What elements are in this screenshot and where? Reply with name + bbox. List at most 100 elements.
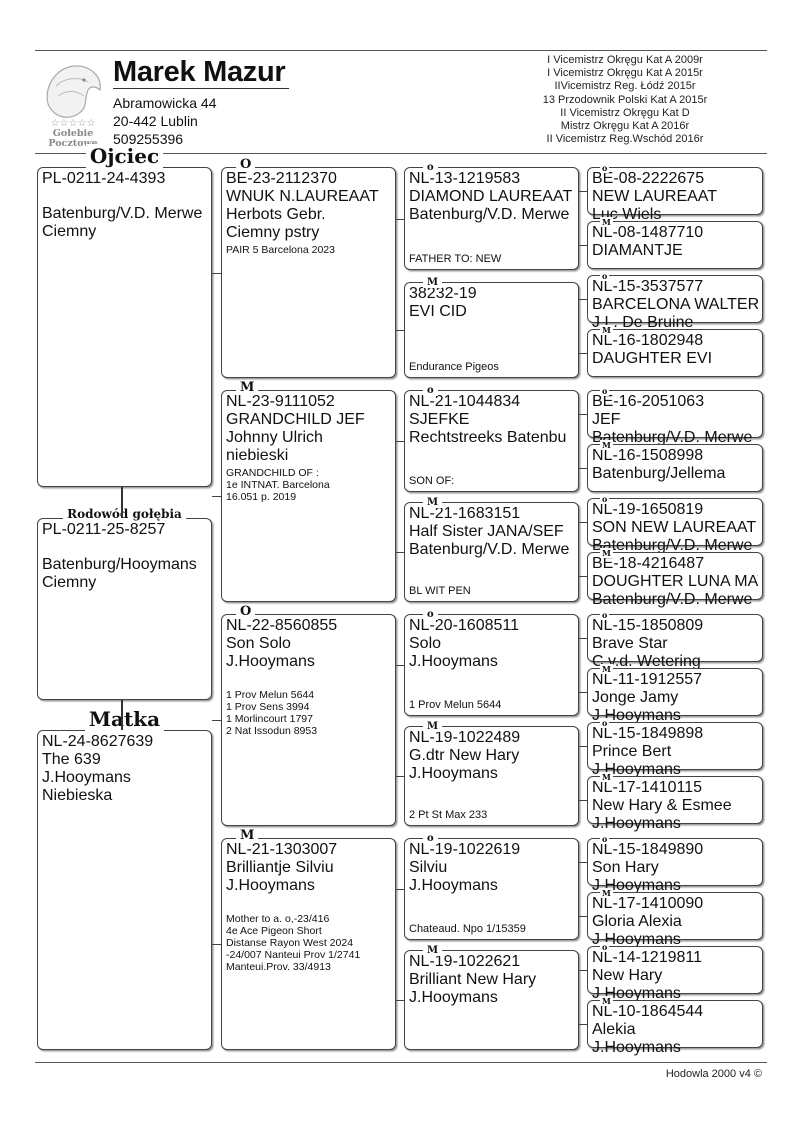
achievement: I Vicemistrz Okręgu Kat A 2009r (547, 54, 703, 66)
connector-line (212, 944, 221, 945)
address-street: Abramowicka 44 (113, 95, 217, 111)
ring-number: PL-0211-25-8257 (42, 521, 166, 538)
pigeon-detail: SJEFKE (409, 411, 470, 428)
pigeon-detail: J.Hooymans (409, 653, 498, 670)
pigeon-card[interactable]: Ojciec PL-0211-24-4393 Batenburg/V.D. Merw… (37, 144, 212, 487)
ring-number: BE-08-2222675 (592, 170, 705, 187)
pigeon-card[interactable]: M NL-11-1912557 Jonge Jamy J.Hooymans (587, 664, 763, 724)
ring-number: NL-17-1410090 (592, 895, 704, 912)
pigeon-card[interactable]: M NL-16-1508998 Batenburg/Jellema (587, 440, 763, 492)
pigeon-card[interactable]: O BE-23-2112370 WNUK N.LAUREAAT Herbots Geb… (221, 157, 396, 378)
connector-line (579, 414, 587, 415)
pigeon-detail: J.L. De Bruine (592, 314, 694, 331)
connector-line (396, 889, 404, 890)
achievement: Mistrz Okręgu Kat A 2016r (560, 120, 690, 133)
pigeon-card[interactable]: o NL-21-1044834 SJEFKE Rechtstreeks Batenbu… (404, 385, 579, 492)
pigeon-card[interactable]: o NL-19-1022619 Silviu J.Hooymans Chateaud. … (404, 833, 579, 940)
pigeon-card[interactable]: M NL-17-1410090 Gloria Alexia J.Hooymans (587, 888, 763, 948)
pigeon-detail: Batenburg/V.D. Merwe (592, 429, 753, 446)
pigeon-detail: J.Hooymans (42, 769, 131, 786)
pigeon-card[interactable]: o NL-14-1219811 New Hary J.Hooymans (587, 942, 763, 1002)
ring-number: NL-17-1410115 (592, 779, 703, 796)
pigeon-card[interactable]: o NL-15-1850809 Brave Star C.v.d. Wetering (587, 610, 763, 670)
pigeon-card[interactable]: M NL-23-9111052 GRANDCHILD JEF Johnny Ulric… (221, 380, 396, 602)
ring-number: NL-19-1650819 (592, 501, 704, 518)
pigeon-detail: J.Hooymans (409, 989, 498, 1006)
pigeon-card[interactable]: M NL-19-1022621 Brilliant New Hary J.Hooyma… (404, 945, 579, 1050)
ring-number: NL-23-9111052 (226, 393, 335, 410)
pigeon-detail: The 639 (42, 751, 101, 768)
parent-label-text: M (423, 721, 443, 732)
connector-line (212, 272, 221, 274)
pigeon-card[interactable]: o BE-08-2222675 NEW LAUREAAT Luc Wiels (587, 163, 763, 223)
parent-label-text: o (600, 386, 610, 396)
pigeon-card[interactable]: M NL-16-1802948 DAUGHTER EVI (587, 325, 763, 377)
pigeon-card[interactable]: M NL-10-1864544 Alekia J.Hooymans (587, 996, 763, 1056)
spacer (42, 539, 207, 556)
footer-credit: Hodowla 2000 v4 © (665, 1068, 762, 1080)
ring-number: PL-0211-24-4393 (42, 170, 166, 187)
ring-number: NL-10-1864544 (592, 1003, 704, 1020)
address-city: 20-442 Lublin (113, 113, 198, 129)
pigeon-detail: Son Hary (592, 859, 659, 876)
pigeon-card[interactable]: Rodowód gołębia PL-0211-25-8257 Batenburg/… (37, 507, 212, 700)
pigeon-detail: niebieski (226, 447, 289, 464)
note-line: 4e Ace Pigeon Short (226, 925, 322, 937)
pigeon-detail: Ciemny pstry (226, 224, 320, 241)
bottom-note: Chateaud. Npo 1/15359 (409, 923, 526, 935)
connector-line (579, 862, 587, 863)
ring-number: NL-21-1044834 (409, 393, 521, 410)
pigeon-card[interactable]: M 38232-19 EVI CID Endurance Pigeos (404, 277, 579, 378)
owner-name: Marek Mazur (113, 56, 290, 89)
ring-number: NL-22-8560855 (226, 617, 338, 634)
note-line: 1 Prov Melun 5644 (226, 689, 315, 701)
header-bottom-rule (35, 153, 767, 154)
pigeon-card[interactable]: M NL-08-1487710 DIAMANTJE (587, 217, 763, 269)
pigeon-card[interactable]: o NL-13-1219583 DIAMOND LAUREAAT Batenburg/… (404, 162, 579, 270)
pigeon-detail: J.Hooymans (592, 985, 681, 1002)
connector-line (579, 1024, 587, 1025)
parent-label-text: o (423, 833, 438, 844)
bottom-note: FATHER TO: NEW (409, 253, 502, 265)
connector-line (396, 552, 404, 553)
pigeon-card[interactable]: M NL-21-1683151 Half Sister JANA/SEF Batenb… (404, 497, 579, 602)
connector-line (212, 496, 221, 497)
pigeon-detail: EVI CID (409, 303, 467, 320)
note-line: -24/007 Nanteui Prov 1/2741 (226, 949, 361, 961)
pigeon-card[interactable]: o NL-15-1849898 Prince Bert J.Hooymans (587, 718, 763, 778)
parent-label-text: o (600, 163, 610, 173)
ring-number: NL-21-1303007 (226, 841, 338, 858)
ring-number: NL-16-1802948 (592, 332, 704, 349)
pigeon-card[interactable]: M NL-21-1303007 Brilliantje Silviu J.Hooyma… (221, 828, 396, 1050)
connector-line (579, 638, 587, 639)
connector-line (396, 665, 404, 666)
pigeon-card[interactable]: o NL-19-1650819 SON NEW LAUREAAT Batenburg/… (587, 494, 763, 554)
pigeon-card[interactable]: O NL-22-8560855 Son Solo J.Hooymans 1 Prov M… (221, 604, 396, 826)
pigeon-detail: Batenburg/V.D. Merwe (42, 205, 203, 222)
pigeon-card[interactable]: o NL-15-3537577 BARCELONA WALTER J.L. De Br… (587, 271, 763, 331)
pigeon-card[interactable]: Matka NL-24-8627639 The 639 J.Hooymans Niebi… (37, 707, 212, 1050)
note-line: GRANDCHILD OF : (226, 467, 319, 479)
pigeon-detail: Rechtstreeks Batenbu (409, 429, 567, 446)
pigeon-detail: JEF (592, 411, 621, 428)
phone-number: 509255396 (113, 131, 184, 147)
pigeon-card[interactable]: o NL-20-1608511 Solo J.Hooymans 1 Prov Melun… (404, 609, 579, 716)
note-line: Distanse Rayon West 2024 (226, 937, 354, 949)
ring-number: NL-13-1219583 (409, 170, 521, 187)
parent-label-text: M (423, 277, 443, 288)
bottom-note: BL WIT PEN (409, 585, 471, 597)
pigeon-card[interactable]: o NL-15-1849890 Son Hary J.Hooymans (587, 834, 763, 894)
pigeon-card[interactable]: M NL-19-1022489 G.dtr New Hary J.Hooymans 2 … (404, 721, 579, 826)
pigeon-card[interactable]: M NL-17-1410115 New Hary & Esmee J.Hooymans (587, 772, 763, 832)
pigeon-card[interactable]: M BE-18-4216487 DOUGHTER LUNA MAY Batenburg… (587, 548, 763, 608)
ring-number: NL-15-1849890 (592, 841, 704, 858)
achievements-list: I Vicemistrz Okręgu Kat A 2009r I Vicemi… (520, 54, 730, 146)
note-line: 1e INTNAT. Barcelona (226, 479, 330, 491)
pigeon-detail: Brilliant New Hary (409, 971, 537, 988)
pigeon-card[interactable]: o BE-16-2051063 JEF Batenburg/V.D. Merwe (587, 386, 763, 446)
parent-label-text: M (423, 497, 443, 508)
pigeon-detail: SON NEW LAUREAAT (592, 519, 757, 536)
note-line: Manteui.Prov. 33/4913 (226, 961, 331, 973)
connector-line (579, 191, 587, 192)
ring-number: BE-23-2112370 (226, 170, 337, 187)
